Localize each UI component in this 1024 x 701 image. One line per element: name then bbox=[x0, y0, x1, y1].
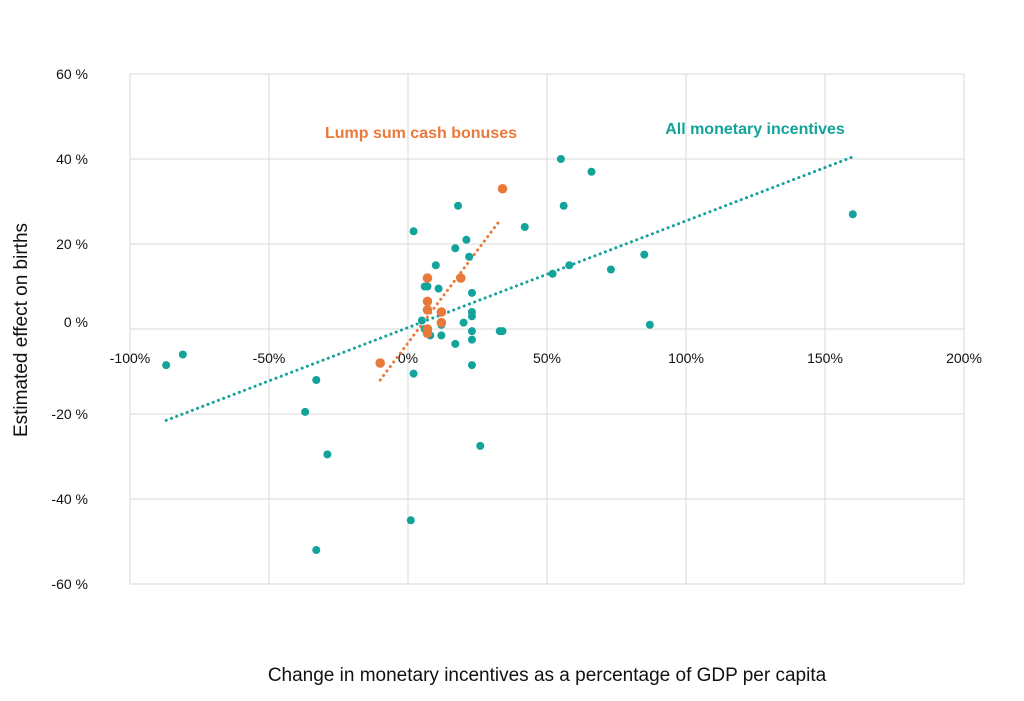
data-point-series-0 bbox=[640, 250, 649, 259]
x-tick-label: 100% bbox=[668, 350, 704, 366]
y-tick-label: 60 % bbox=[56, 66, 88, 82]
data-point-series-0 bbox=[423, 282, 432, 291]
data-point-series-0 bbox=[520, 223, 529, 231]
data-point-series-0 bbox=[406, 516, 415, 525]
data-point-series-0 bbox=[565, 261, 574, 270]
series-label-lump-sum-cash-bonuses: Lump sum cash bonuses bbox=[325, 125, 517, 142]
data-point-series-0 bbox=[409, 227, 418, 236]
data-point-series-0 bbox=[467, 288, 476, 297]
data-point-series-0 bbox=[454, 201, 463, 210]
data-point-series-0 bbox=[462, 235, 471, 244]
y-tick-label: -60 % bbox=[51, 576, 88, 592]
data-point-series-0 bbox=[434, 284, 443, 293]
data-point-series-1 bbox=[422, 273, 433, 283]
data-point-series-0 bbox=[587, 167, 596, 176]
data-point-series-0 bbox=[467, 327, 476, 336]
data-point-series-0 bbox=[467, 312, 476, 321]
data-point-series-0 bbox=[556, 155, 565, 163]
grid bbox=[129, 73, 965, 585]
data-point-series-1 bbox=[422, 296, 433, 307]
data-point-series-0 bbox=[451, 244, 460, 253]
y-axis-ticks: 60 % 40 % 20 % 0 % -20 % -40 % -60 % bbox=[51, 66, 88, 592]
data-points bbox=[162, 155, 857, 554]
trendline-series-1 bbox=[378, 219, 502, 382]
data-point-series-0 bbox=[162, 361, 171, 370]
data-point-series-0 bbox=[312, 546, 321, 554]
data-point-series-0 bbox=[467, 335, 476, 344]
x-tick-label: -50% bbox=[253, 350, 286, 366]
data-point-series-0 bbox=[498, 327, 507, 336]
data-point-series-0 bbox=[476, 441, 485, 450]
data-point-series-1 bbox=[436, 317, 447, 328]
data-point-series-0 bbox=[451, 339, 460, 348]
data-point-series-0 bbox=[323, 450, 332, 459]
data-point-series-0 bbox=[178, 350, 187, 359]
trendline-series-0 bbox=[164, 155, 855, 422]
data-point-series-0 bbox=[301, 407, 310, 416]
trendlines bbox=[164, 155, 855, 422]
data-point-series-0 bbox=[465, 252, 474, 261]
data-point-series-0 bbox=[548, 269, 557, 278]
data-point-series-0 bbox=[559, 201, 568, 210]
x-tick-label: 0% bbox=[398, 350, 418, 366]
x-tick-label: 150% bbox=[807, 350, 843, 366]
y-tick-label: -20 % bbox=[51, 406, 88, 422]
data-point-series-0 bbox=[409, 369, 418, 378]
data-point-series-1 bbox=[497, 183, 508, 194]
data-point-series-0 bbox=[606, 265, 615, 274]
data-point-series-0 bbox=[431, 261, 440, 270]
x-axis-title: Change in monetary incentives as a perce… bbox=[268, 665, 827, 686]
y-tick-label: -40 % bbox=[51, 491, 88, 507]
series-label-all-monetary-incentives: All monetary incentives bbox=[665, 121, 845, 138]
data-point-series-1 bbox=[436, 307, 447, 317]
y-tick-label: 0 % bbox=[64, 314, 88, 330]
data-point-series-0 bbox=[848, 210, 857, 219]
x-tick-label: 50% bbox=[533, 350, 561, 366]
y-tick-label: 20 % bbox=[56, 236, 88, 252]
data-point-series-0 bbox=[467, 361, 476, 370]
y-tick-label: 40 % bbox=[56, 151, 88, 167]
data-point-series-1 bbox=[422, 328, 433, 339]
data-point-series-0 bbox=[437, 331, 446, 340]
data-point-series-1 bbox=[422, 305, 433, 315]
y-axis-title: Estimated effect on births bbox=[11, 223, 32, 437]
data-point-series-0 bbox=[312, 376, 321, 384]
data-point-series-0 bbox=[417, 316, 426, 325]
x-axis-ticks: -100% -50% 0% 50% 100% 150% 200% bbox=[110, 350, 982, 366]
data-point-series-1 bbox=[375, 358, 386, 368]
data-point-series-0 bbox=[645, 320, 654, 329]
x-tick-label: 200% bbox=[946, 350, 982, 366]
data-point-series-0 bbox=[459, 318, 468, 327]
data-point-series-1 bbox=[456, 273, 466, 283]
x-tick-label: -100% bbox=[110, 350, 150, 366]
